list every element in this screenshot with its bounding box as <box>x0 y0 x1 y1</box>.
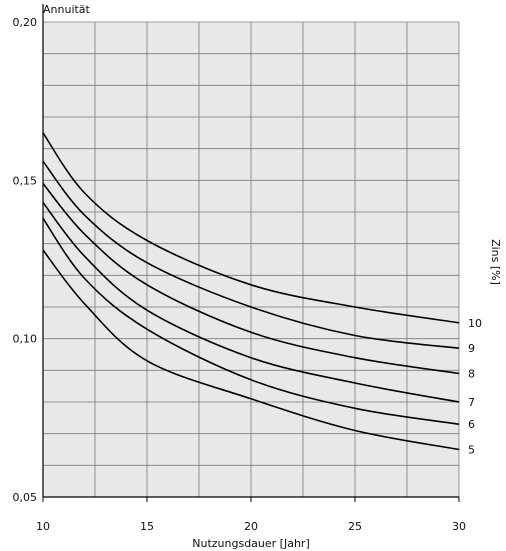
x-tick-label: 15 <box>140 520 154 533</box>
x-tick-label: 20 <box>244 520 258 533</box>
series-line-9 <box>42 160 460 349</box>
series-label-7: 7 <box>468 396 475 409</box>
y-tick-label: 0,10 <box>13 333 38 346</box>
series-label-6: 6 <box>468 418 475 431</box>
x-tick-label: 25 <box>348 520 362 533</box>
series-line-7 <box>42 202 460 403</box>
y-tick-label: 0,20 <box>13 16 38 29</box>
series-label-9: 9 <box>468 342 475 355</box>
series-labels: 5 6 7 8 9 10 <box>468 317 482 457</box>
series-lines <box>42 132 460 451</box>
series-label-5: 5 <box>468 444 475 457</box>
x-tick-labels: 10 15 20 25 30 <box>36 520 466 533</box>
series-line-10 <box>42 132 460 324</box>
series-label-8: 8 <box>468 368 475 381</box>
series-label-10: 10 <box>468 317 482 330</box>
y-tick-labels: 0,05 0,10 0,15 0,20 <box>13 16 38 504</box>
y-axis-title: Annuität <box>43 3 91 16</box>
x-tick-label: 30 <box>452 520 466 533</box>
legend-title: Zins [%] <box>489 239 502 285</box>
x-axis-title: Nutzungsdauer [Jahr] <box>192 537 310 550</box>
series-line-6 <box>42 217 460 425</box>
x-tick-label: 10 <box>36 520 50 533</box>
series-line-8 <box>42 182 460 375</box>
series-line-5 <box>42 249 460 451</box>
y-tick-label: 0,15 <box>13 174 38 187</box>
y-tick-label: 0,05 <box>13 491 38 504</box>
